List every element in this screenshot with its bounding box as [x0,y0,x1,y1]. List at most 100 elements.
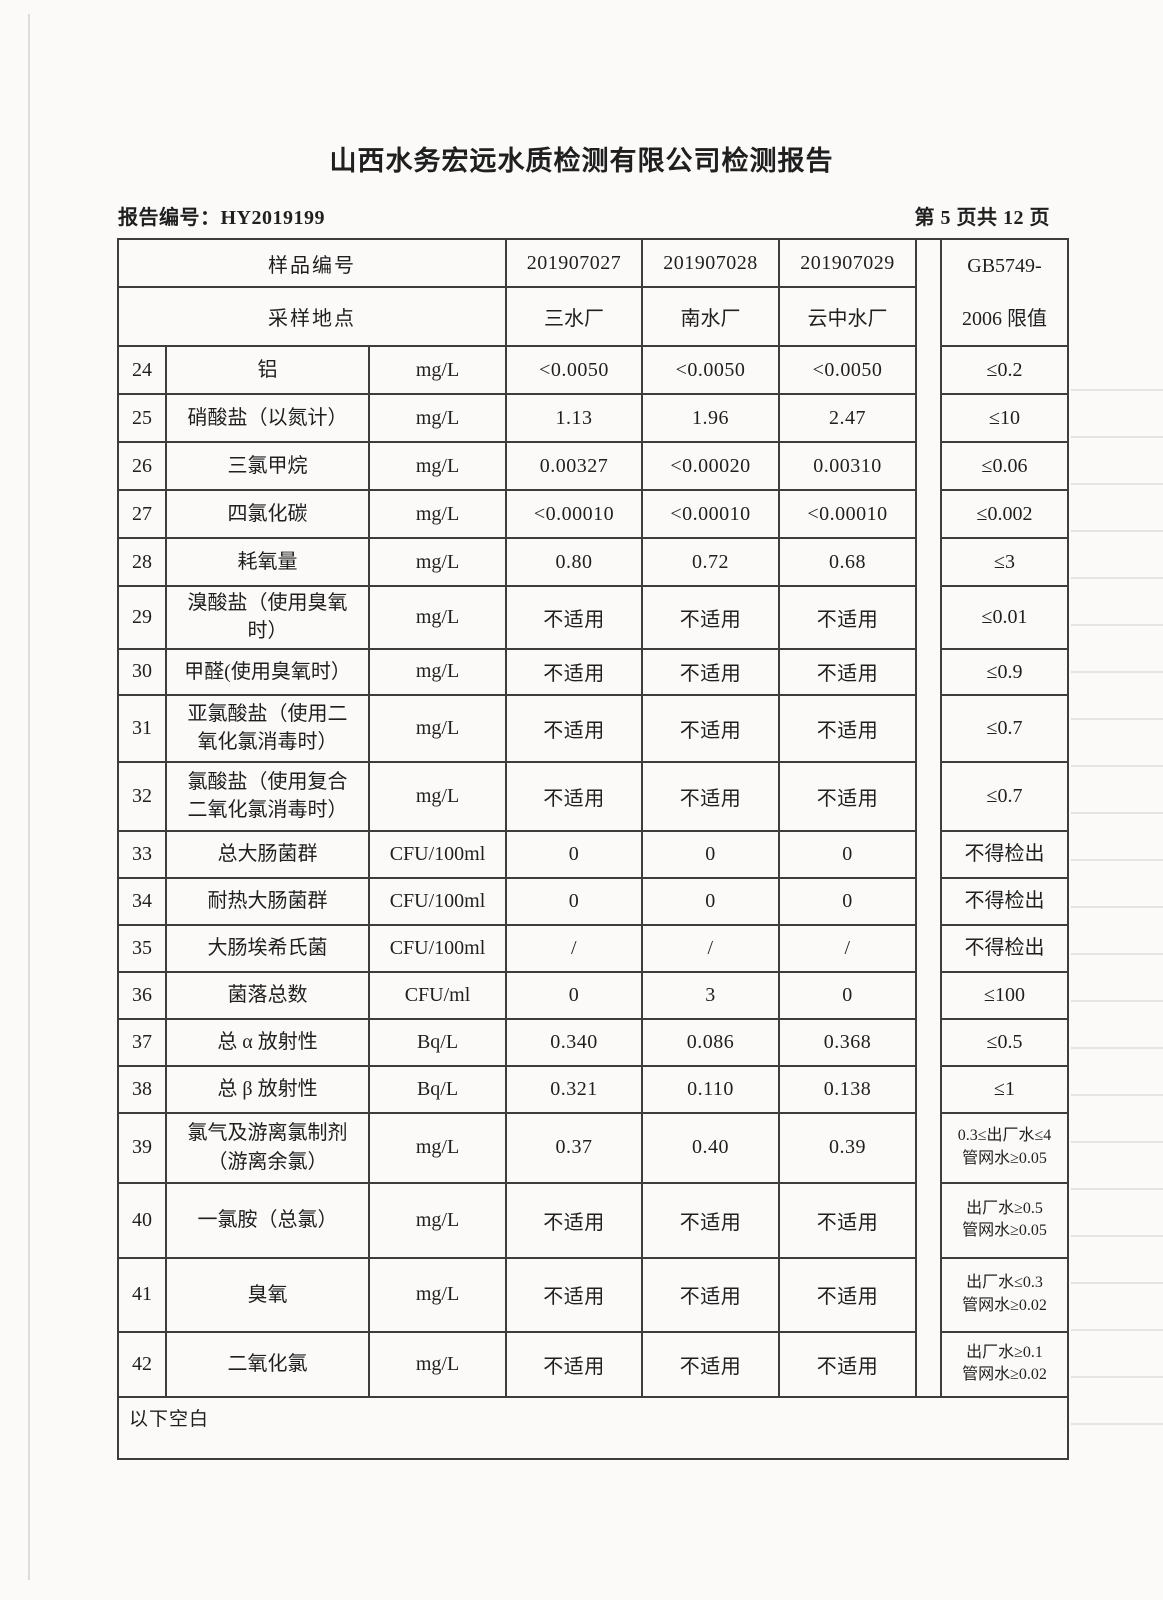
table-row: 39 氯气及游离氯制剂 （游离余氯） mg/L 0.37 0.40 0.39 0.… [117,1111,1069,1184]
report-number: 报告编号：HY2019199 [118,207,325,229]
value: 0 [641,829,780,879]
value: 1.13 [505,393,643,443]
value: / [641,923,780,973]
value: / [505,923,643,973]
value: <0.0050 [641,345,780,395]
value: 不适用 [778,760,917,832]
row-number: 37 [117,1017,167,1067]
unit: mg/L [368,585,507,650]
limit: ≤0.002 [940,489,1069,539]
value: <0.00020 [641,441,780,491]
spacer-column [915,238,942,1398]
limit: 不得检出 [940,923,1069,973]
unit: CFU/ml [368,970,507,1020]
value: 不适用 [641,1256,780,1333]
table-row: 31 亚氯酸盐（使用二 氧化氯消毒时） mg/L 不适用 不适用 不适用 ≤0.7 [117,693,1069,763]
value: 0 [505,829,643,879]
limit: 不得检出 [940,829,1069,879]
sample-id-label: 样品编号 [117,238,507,288]
value: 不适用 [505,1181,643,1259]
value: 0.00327 [505,441,643,491]
param-name: 铝 [165,345,370,395]
limit: ≤0.9 [940,647,1069,696]
limit-header-line2: 2006 限值 [962,307,1047,330]
value: 0 [778,876,917,926]
value: 不适用 [641,585,780,650]
row-number: 39 [117,1111,167,1184]
header-row-location: 采样地点 三水厂 南水厂 云中水厂 [117,286,1068,347]
limit: ≤1 [940,1064,1069,1114]
limit: ≤0.2 [940,345,1069,395]
location: 三水厂 [505,286,643,347]
row-number: 36 [117,970,167,1020]
table-row: 42 二氧化氯 mg/L 不适用 不适用 不适用 出厂水≥0.1 管网水≥0.02 [117,1330,1069,1398]
location: 南水厂 [641,286,780,347]
row-number: 31 [117,693,167,763]
value: / [778,923,917,973]
row-number: 40 [117,1181,167,1259]
limit: 不得检出 [940,876,1069,926]
unit: mg/L [368,393,507,443]
value: 不适用 [778,647,917,696]
table-row: 30 甲醛(使用臭氧时） mg/L 不适用 不适用 不适用 ≤0.9 [117,647,1069,696]
table-row: 27 四氯化碳 mg/L <0.00010 <0.00010 <0.00010 … [117,489,1069,539]
value: 不适用 [505,647,643,696]
blank-footer-row: 以下空白 [117,1395,1069,1460]
value: 0 [505,876,643,926]
value: 不适用 [641,693,780,763]
row-number: 28 [117,537,167,587]
param-name: 三氯甲烷 [165,441,370,491]
row-number: 42 [117,1330,167,1398]
limit-header-line1: GB5749- [967,254,1042,277]
row-number: 27 [117,489,167,539]
blank-note: 以下空白 [117,1395,1069,1460]
scan-artifact-right-lines [1071,344,1163,1454]
value: 2.47 [778,393,917,443]
value: 0.138 [778,1064,917,1114]
value: 0.72 [641,537,780,587]
value: 0.37 [505,1111,643,1184]
value: 0.340 [505,1017,643,1067]
limit: 出厂水≤0.3 管网水≥0.02 [940,1256,1069,1333]
unit: Bq/L [368,1017,507,1067]
value: <0.00010 [641,489,780,539]
unit: mg/L [368,345,507,395]
table-row: 25 硝酸盐（以氮计） mg/L 1.13 1.96 2.47 ≤10 [117,393,1069,443]
row-number: 35 [117,923,167,973]
param-name: 总 β 放射性 [165,1064,370,1114]
limit: ≤0.7 [940,693,1069,763]
value: 不适用 [641,1330,780,1398]
param-name: 亚氯酸盐（使用二 氧化氯消毒时） [165,693,370,763]
value: 不适用 [641,760,780,832]
param-name: 大肠埃希氏菌 [165,923,370,973]
row-number: 30 [117,647,167,696]
param-name: 一氯胺（总氯） [165,1181,370,1259]
limit: 出厂水≥0.1 管网水≥0.02 [940,1330,1069,1398]
param-name: 溴酸盐（使用臭氧 时） [165,585,370,650]
unit: mg/L [368,1330,507,1398]
page-indicator: 第 5 页共 12 页 [914,207,1050,229]
value: 不适用 [505,693,643,763]
table-row: 40 一氯胺（总氯） mg/L 不适用 不适用 不适用 出厂水≥0.5 管网水≥0… [117,1181,1069,1259]
unit: CFU/100ml [368,876,507,926]
value: 0.368 [778,1017,917,1067]
report-title: 山西水务宏远水质检测有限公司检测报告 [329,146,834,176]
unit: CFU/100ml [368,923,507,973]
sample-id: 201907028 [641,238,780,288]
limit: ≤0.06 [940,441,1069,491]
value: <0.0050 [778,345,917,395]
param-name: 臭氧 [165,1256,370,1333]
value: 0 [641,876,780,926]
value: 不适用 [778,1330,917,1398]
value: 0.00310 [778,441,917,491]
row-number: 32 [117,760,167,832]
limit: ≤3 [940,537,1069,587]
row-number: 24 [117,345,167,395]
value: 不适用 [505,1330,643,1398]
row-number: 38 [117,1064,167,1114]
value: 不适用 [778,693,917,763]
table-row: 26 三氯甲烷 mg/L 0.00327 <0.00020 0.00310 ≤0… [117,441,1069,491]
table-row: 38 总 β 放射性 Bq/L 0.321 0.110 0.138 ≤1 [117,1064,1069,1114]
limit: 0.3≤出厂水≤4 管网水≥0.05 [940,1111,1069,1184]
limit: ≤0.5 [940,1017,1069,1067]
